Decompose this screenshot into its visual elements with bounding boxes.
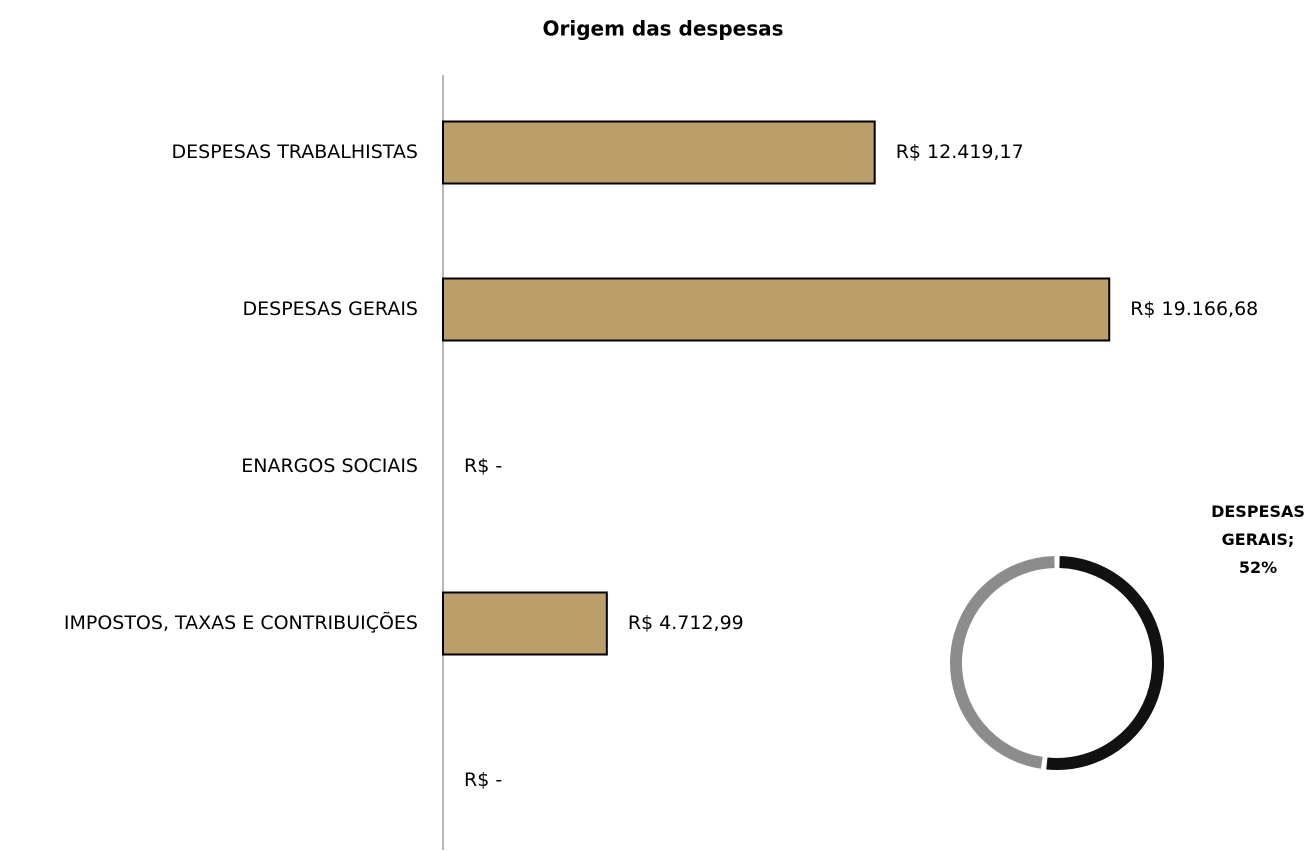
category-label: IMPOSTOS, TAXAS E CONTRIBUIÇÕES bbox=[64, 611, 418, 634]
donut-slice bbox=[950, 556, 1055, 769]
value-label: R$ 19.166,68 bbox=[1130, 298, 1258, 320]
slice-name-line: DESPESAS bbox=[1211, 502, 1305, 521]
donut-slice bbox=[1046, 556, 1164, 770]
slice-name-line: GERAIS bbox=[1222, 530, 1288, 549]
category-label: ENARGOS SOCIAIS bbox=[241, 455, 418, 477]
value-label: R$ - bbox=[464, 455, 502, 477]
bar bbox=[442, 591, 608, 656]
value-label: R$ 12.419,17 bbox=[896, 141, 1024, 163]
slice-name: DESPESAS GERAIS bbox=[1211, 502, 1305, 549]
value-label: R$ - bbox=[464, 769, 502, 791]
slice-label: DESPESAS GERAIS; 52% bbox=[1211, 502, 1305, 577]
bar bbox=[442, 120, 876, 185]
chart-title: Origem das despesas bbox=[542, 17, 783, 41]
category-label: DESPESAS GERAIS bbox=[243, 298, 419, 320]
bar bbox=[442, 277, 1111, 342]
value-label: R$ 4.712,99 bbox=[628, 612, 744, 634]
slice-value-label: 52% bbox=[1239, 558, 1277, 577]
label-separator: ; bbox=[1288, 530, 1294, 549]
category-label: DESPESAS TRABALHISTAS bbox=[172, 141, 418, 163]
